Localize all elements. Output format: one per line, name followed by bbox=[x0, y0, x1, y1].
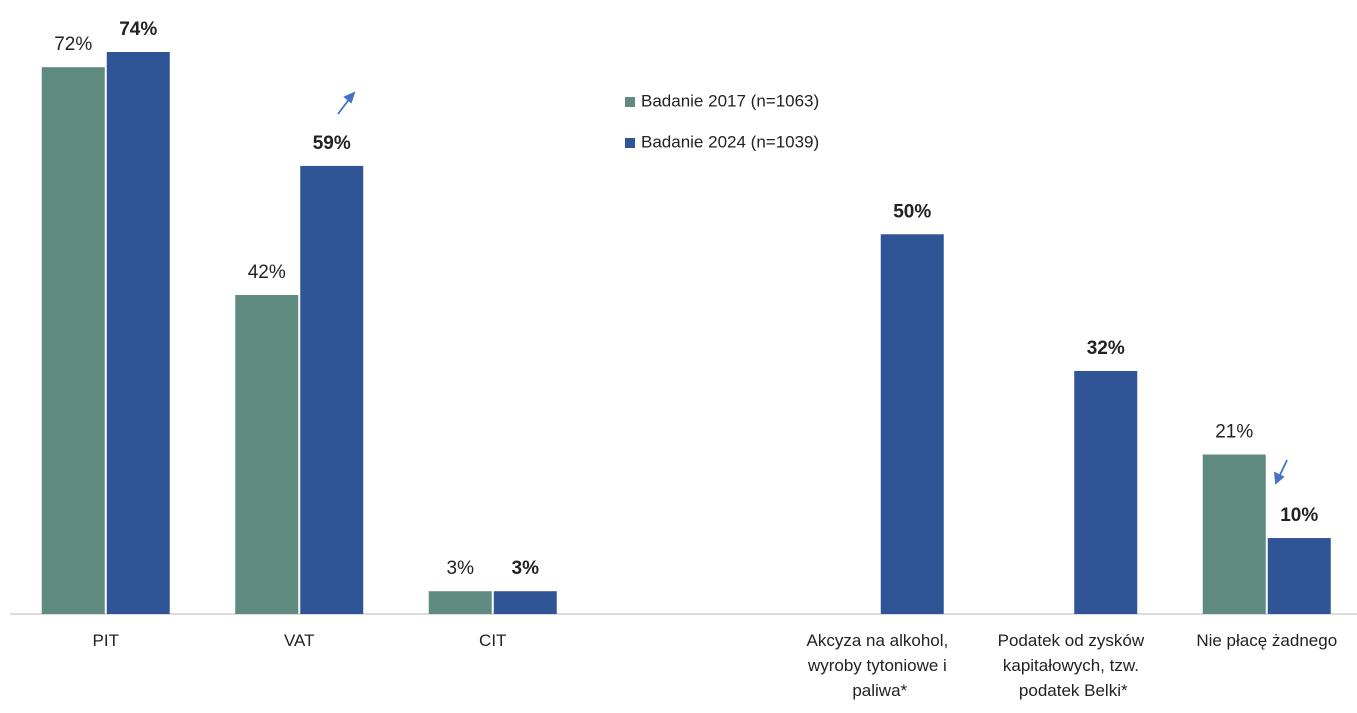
bar bbox=[1074, 370, 1138, 614]
bar bbox=[235, 295, 299, 614]
data-label: 3% bbox=[447, 558, 475, 579]
trend-arrows bbox=[337, 91, 1288, 485]
bar bbox=[106, 52, 170, 614]
x-tick-label: Nie płacę żadnego bbox=[1196, 631, 1337, 650]
bar bbox=[880, 234, 944, 614]
data-label: 42% bbox=[248, 262, 286, 283]
x-tick-label: VAT bbox=[284, 631, 315, 650]
legend-label: Badanie 2017 (n=1063) bbox=[641, 91, 819, 110]
arrow-head bbox=[1273, 471, 1285, 485]
legend-label: Badanie 2024 (n=1039) bbox=[641, 132, 819, 151]
bar bbox=[1202, 454, 1266, 614]
arrow-down bbox=[1278, 459, 1288, 478]
data-label: 21% bbox=[1215, 422, 1253, 443]
bar bbox=[1267, 538, 1331, 614]
legend-swatch bbox=[625, 138, 635, 148]
legend-swatch bbox=[625, 97, 635, 107]
data-label: 59% bbox=[313, 133, 351, 154]
bar bbox=[41, 67, 105, 614]
bar bbox=[300, 165, 364, 614]
x-tick-label: Akcyza na alkohol, wyroby tytoniowe i pa… bbox=[807, 631, 953, 700]
arrow-head bbox=[343, 91, 356, 104]
x-tick-label: CIT bbox=[479, 631, 506, 650]
data-label: 50% bbox=[893, 201, 931, 222]
x-tick-label: PIT bbox=[93, 631, 119, 650]
x-tick-label: Podatek od zysków kapitałowych, tzw. pod… bbox=[998, 631, 1149, 700]
data-label: 10% bbox=[1280, 505, 1318, 526]
data-label: 74% bbox=[119, 19, 157, 40]
bar bbox=[428, 591, 492, 614]
data-label: 3% bbox=[512, 558, 540, 579]
bar bbox=[493, 591, 557, 614]
data-label: 72% bbox=[54, 34, 92, 55]
data-label: 32% bbox=[1087, 338, 1125, 359]
